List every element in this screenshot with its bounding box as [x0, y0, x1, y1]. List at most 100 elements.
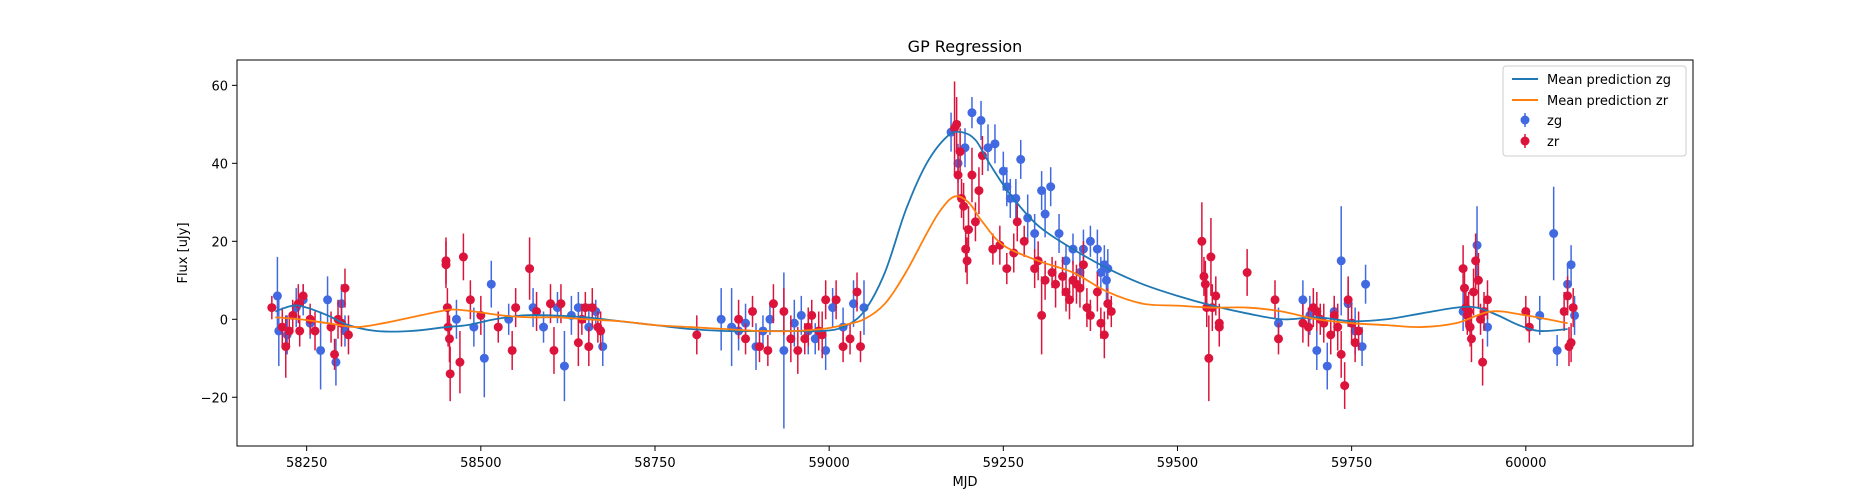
data-marker — [1054, 229, 1064, 239]
data-point-zg — [1570, 295, 1580, 335]
data-marker — [1011, 193, 1021, 203]
data-point-zr — [1200, 260, 1210, 308]
data-marker — [821, 345, 831, 355]
data-marker — [1099, 330, 1109, 340]
y-axis-label: Flux [uJy] — [176, 222, 191, 283]
data-marker — [1568, 303, 1578, 313]
data-marker — [1012, 217, 1022, 227]
data-marker — [455, 357, 465, 367]
data-marker — [831, 295, 841, 305]
data-marker — [1472, 240, 1482, 250]
data-point-zr — [1333, 303, 1343, 351]
data-point-zg — [983, 124, 993, 172]
data-marker — [1357, 342, 1367, 352]
data-point-zr — [845, 323, 855, 355]
data-marker — [838, 342, 848, 352]
data-marker — [295, 326, 305, 336]
data-marker — [445, 369, 455, 379]
data-marker — [584, 342, 594, 352]
data-marker — [1019, 236, 1029, 246]
data-point-zr — [1340, 362, 1350, 409]
data-marker — [1563, 291, 1573, 301]
data-marker — [573, 338, 583, 348]
data-point-zr — [1040, 260, 1050, 300]
data-point-zg — [765, 303, 775, 335]
x-tick-label: 59500 — [1157, 456, 1198, 471]
data-marker — [580, 303, 590, 313]
data-marker — [1030, 264, 1040, 274]
data-point-zr — [970, 202, 980, 242]
data-point-zr — [1199, 256, 1209, 296]
data-marker — [1478, 357, 1488, 367]
data-marker — [330, 349, 340, 359]
data-point-zg — [1046, 167, 1056, 207]
data-marker — [955, 147, 965, 157]
x-axis-ticks: 58250 58500 58750 59000 59250 59500 59750 60000 — [286, 446, 1546, 471]
data-marker — [1037, 310, 1047, 320]
data-point-zr — [741, 323, 751, 355]
data-point-zg — [1016, 139, 1026, 179]
data-point-zr — [573, 319, 583, 367]
data-point-zr — [1566, 323, 1576, 363]
data-marker — [1106, 306, 1116, 316]
data-marker — [1566, 338, 1576, 348]
data-marker — [525, 264, 535, 274]
data-marker — [988, 244, 998, 254]
data-point-zr — [1343, 276, 1353, 324]
data-point-zr — [343, 315, 353, 355]
data-point-zr — [838, 330, 848, 363]
data-marker — [1336, 349, 1346, 359]
data-marker — [1075, 283, 1085, 293]
data-point-zr — [458, 233, 468, 281]
data-marker — [1552, 345, 1562, 355]
data-point-zr — [1563, 276, 1573, 316]
data-point-zr — [1521, 295, 1531, 328]
data-point-zg — [1085, 225, 1095, 257]
data-marker — [587, 303, 597, 313]
data-marker — [828, 303, 838, 313]
data-marker — [465, 295, 475, 305]
data-point-zg — [1552, 334, 1562, 367]
data-point-zr — [281, 315, 291, 378]
data-point-zr — [955, 128, 965, 176]
data-point-zg — [1040, 190, 1050, 238]
data-point-zg — [1061, 245, 1071, 277]
data-marker — [849, 299, 859, 309]
data-point-zr — [1051, 260, 1061, 308]
data-point-zr — [330, 338, 340, 370]
data-marker — [331, 357, 341, 367]
data-point-zr — [807, 299, 817, 331]
data-marker — [441, 260, 451, 270]
data-point-zr — [763, 334, 773, 367]
data-point-zr — [974, 167, 984, 215]
data-marker — [1078, 260, 1088, 270]
data-marker — [1303, 322, 1313, 332]
data-point-zr — [963, 206, 973, 253]
data-point-zr — [1354, 311, 1364, 351]
data-point-zg — [331, 338, 341, 386]
data-marker — [1469, 287, 1479, 297]
data-point-zr — [1211, 276, 1221, 316]
data-marker — [974, 186, 984, 196]
data-point-zg — [1549, 186, 1559, 281]
data-marker — [573, 303, 583, 313]
data-marker — [852, 287, 862, 297]
data-marker — [967, 170, 977, 180]
y-axis-ticks: −20 0 20 40 60 — [201, 79, 237, 406]
data-marker — [549, 345, 559, 355]
data-marker — [779, 345, 789, 355]
data-point-zr — [295, 315, 305, 347]
data-point-zg — [1037, 171, 1047, 211]
data-point-zg — [451, 299, 461, 339]
data-point-zr — [1273, 323, 1283, 355]
data-point-zr — [493, 311, 503, 343]
data-marker — [343, 330, 353, 340]
data-point-zr — [441, 241, 451, 289]
data-marker — [1051, 279, 1061, 289]
data-point-zr — [1204, 315, 1214, 402]
data-point-zr — [977, 136, 987, 176]
x-tick-label: 59000 — [808, 456, 849, 471]
data-marker — [1023, 213, 1033, 223]
data-marker — [1199, 271, 1209, 281]
data-point-zr — [507, 330, 517, 370]
